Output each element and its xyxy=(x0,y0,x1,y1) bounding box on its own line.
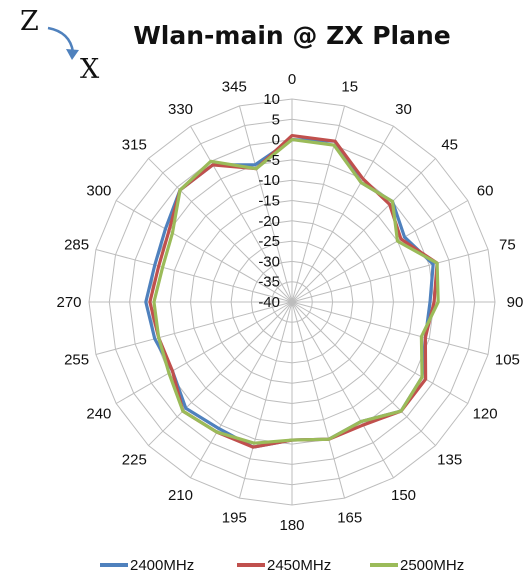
radial-tick-label: 0 xyxy=(272,132,280,149)
grid-spoke-20 xyxy=(115,200,293,303)
angle-tick-label: 255 xyxy=(64,352,89,369)
radial-tick-label: -20 xyxy=(258,213,280,230)
radial-tick-label: 10 xyxy=(263,91,280,108)
angle-tick-label: 285 xyxy=(64,236,89,253)
grid-spoke-4 xyxy=(291,200,469,303)
angle-tick-label: 45 xyxy=(441,136,458,153)
arrow-head-icon xyxy=(66,49,79,60)
chart-title: Wlan-main @ ZX Plane xyxy=(133,21,451,50)
x-axis-letter: X xyxy=(80,54,100,85)
angle-tick-label: 15 xyxy=(341,79,358,96)
angle-tick-label: 105 xyxy=(495,352,520,369)
angle-tick-label: 75 xyxy=(499,236,516,253)
grid-spoke-8 xyxy=(291,301,469,404)
legend-label-0: 2400MHz xyxy=(130,557,194,574)
legend-label-1: 2450MHz xyxy=(267,557,331,574)
angle-tick-label: 150 xyxy=(391,487,416,504)
rotation-arrow-icon xyxy=(47,26,75,53)
grid-spoke-7 xyxy=(291,301,489,356)
grid-spoke-11 xyxy=(291,301,346,499)
angle-tick-labels: 0 153045607590105120135150165180195210225… xyxy=(56,71,523,534)
grid-spoke-23 xyxy=(238,105,293,303)
grid-spoke-16 xyxy=(115,301,293,404)
z-axis-letter: Z xyxy=(20,6,39,37)
radial-tick-label: -30 xyxy=(258,253,280,270)
angle-tick-label: 240 xyxy=(86,406,111,423)
angle-tick-label: 135 xyxy=(437,452,462,469)
grid-spoke-14 xyxy=(190,301,293,479)
grid-spoke-13 xyxy=(238,301,293,499)
series-group xyxy=(144,133,440,449)
radial-tick-labels: 10 5 0 -5 -10 -15 -20 -25 -30 -35 -40 xyxy=(258,91,280,311)
legend-label-2: 2500MHz xyxy=(400,557,464,574)
grid-spoke-10 xyxy=(291,301,394,479)
angle-tick-label: 165 xyxy=(337,509,362,526)
grid-spoke-5 xyxy=(291,248,489,303)
angle-tick-label: 300 xyxy=(86,183,111,200)
grid-spoke-3 xyxy=(291,158,436,303)
polar-grid xyxy=(88,98,496,506)
angle-tick-label: 60 xyxy=(477,183,494,200)
angle-tick-label: 330 xyxy=(168,101,193,118)
grid-spoke-17 xyxy=(95,301,293,356)
radial-tick-label: -10 xyxy=(258,172,280,189)
axis-orientation-indicator: Z X xyxy=(20,6,100,85)
series-line-2 xyxy=(152,138,440,445)
radial-tick-label: -5 xyxy=(267,152,280,169)
legend: 2400MHz 2450MHz 2500MHz xyxy=(100,557,464,574)
grid-spoke-9 xyxy=(291,301,436,446)
grid-spoke-19 xyxy=(95,248,293,303)
angle-tick-label: 0 xyxy=(288,71,296,88)
grid-spoke-1 xyxy=(291,105,346,303)
radial-tick-label: -25 xyxy=(258,233,280,250)
angle-tick-label: 210 xyxy=(168,487,193,504)
angle-tick-label: 345 xyxy=(222,79,247,96)
radial-tick-label: 5 xyxy=(272,111,280,128)
angle-tick-label: 30 xyxy=(395,101,412,118)
grid-spoke-2 xyxy=(291,125,394,303)
grid-spoke-21 xyxy=(148,158,293,303)
angle-tick-label: 315 xyxy=(122,136,147,153)
angle-tick-label: 90 xyxy=(507,294,524,311)
radial-tick-label: -40 xyxy=(258,294,280,311)
radial-tick-label: -35 xyxy=(258,274,280,291)
angle-tick-label: 120 xyxy=(473,406,498,423)
angle-tick-label: 225 xyxy=(122,452,147,469)
radial-tick-label: -15 xyxy=(258,193,280,210)
grid-spoke-22 xyxy=(190,125,293,303)
angle-tick-label: 180 xyxy=(279,517,304,534)
angle-tick-label: 270 xyxy=(56,294,81,311)
grid-spoke-15 xyxy=(148,301,293,446)
angle-tick-label: 195 xyxy=(222,509,247,526)
